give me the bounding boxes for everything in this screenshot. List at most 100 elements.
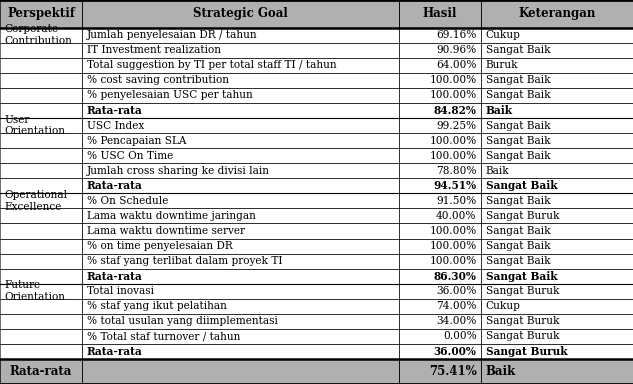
Bar	[0, 238, 82, 253]
Text: % Total staf turnover / tahun: % Total staf turnover / tahun	[87, 331, 240, 341]
Bar	[82, 178, 399, 194]
Bar	[0, 148, 82, 163]
Text: 100.00%: 100.00%	[429, 91, 477, 101]
Bar	[481, 209, 633, 223]
Bar	[399, 0, 481, 28]
Bar	[399, 103, 481, 118]
Text: 84.82%: 84.82%	[434, 105, 477, 116]
Bar	[82, 209, 399, 223]
Text: 100.00%: 100.00%	[429, 241, 477, 251]
Bar	[0, 269, 82, 284]
Text: Future
Orientation: Future Orientation	[4, 280, 65, 302]
Bar	[399, 133, 481, 148]
Text: 91.50%: 91.50%	[436, 196, 477, 206]
Bar	[82, 299, 399, 314]
Bar	[481, 73, 633, 88]
Text: % total usulan yang diimplementasi: % total usulan yang diimplementasi	[87, 316, 278, 326]
Bar	[481, 359, 633, 384]
Bar	[82, 223, 399, 238]
Bar	[481, 43, 633, 58]
Bar	[481, 88, 633, 103]
Bar	[82, 73, 399, 88]
Bar	[0, 103, 82, 118]
Text: % on time penyelesaian DR: % on time penyelesaian DR	[87, 241, 232, 251]
Bar	[0, 58, 82, 73]
Bar	[82, 223, 399, 238]
Bar	[0, 329, 82, 344]
Bar	[82, 314, 399, 329]
Bar	[0, 0, 82, 28]
Bar	[481, 238, 633, 253]
Bar	[399, 118, 481, 133]
Bar	[0, 269, 82, 284]
Bar	[399, 148, 481, 163]
Text: % On Schedule: % On Schedule	[87, 196, 168, 206]
Bar	[399, 43, 481, 58]
Bar	[0, 58, 82, 73]
Bar	[82, 238, 399, 253]
Text: 64.00%: 64.00%	[436, 60, 477, 70]
Bar	[82, 209, 399, 223]
Text: 99.25%: 99.25%	[437, 121, 477, 131]
Bar	[399, 194, 481, 209]
Bar	[0, 194, 82, 209]
Bar	[481, 209, 633, 223]
Bar	[82, 329, 399, 344]
Bar	[82, 0, 399, 28]
Bar	[399, 329, 481, 344]
Bar	[481, 148, 633, 163]
Bar	[82, 329, 399, 344]
Text: Sangat Baik: Sangat Baik	[486, 45, 550, 55]
Text: Total inovasi: Total inovasi	[87, 286, 154, 296]
Bar	[399, 178, 481, 194]
Bar	[399, 133, 481, 148]
Bar	[399, 58, 481, 73]
Bar	[399, 299, 481, 314]
Text: Jumlah cross sharing ke divisi lain: Jumlah cross sharing ke divisi lain	[87, 166, 270, 176]
Bar	[82, 238, 399, 253]
Bar	[481, 269, 633, 284]
Text: USC Index: USC Index	[87, 121, 144, 131]
Bar	[0, 178, 82, 194]
Bar	[82, 103, 399, 118]
Text: Keterangan: Keterangan	[518, 7, 596, 20]
Bar	[0, 359, 82, 384]
Text: Lama waktu downtime server: Lama waktu downtime server	[87, 226, 245, 236]
Bar	[399, 209, 481, 223]
Bar	[82, 88, 399, 103]
Bar	[0, 73, 82, 88]
Bar	[399, 359, 481, 384]
Bar	[0, 118, 82, 133]
Text: Rata-rata: Rata-rata	[87, 271, 142, 282]
Bar	[0, 28, 82, 43]
Text: 0.00%: 0.00%	[443, 331, 477, 341]
Bar	[399, 284, 481, 299]
Text: IT Investment realization: IT Investment realization	[87, 45, 221, 55]
Text: Baik: Baik	[486, 166, 510, 176]
Bar	[399, 43, 481, 58]
Bar	[0, 28, 82, 43]
Bar	[0, 194, 82, 209]
Bar	[481, 58, 633, 73]
Bar	[0, 299, 82, 314]
Bar	[82, 284, 399, 299]
Bar	[0, 359, 82, 384]
Text: Hasil: Hasil	[423, 7, 457, 20]
Text: 100.00%: 100.00%	[429, 151, 477, 161]
Text: % cost saving contribution: % cost saving contribution	[87, 75, 229, 85]
Bar	[399, 28, 481, 43]
Bar	[481, 88, 633, 103]
Bar	[82, 194, 399, 209]
Text: Lama waktu downtime jaringan: Lama waktu downtime jaringan	[87, 211, 256, 221]
Bar	[0, 133, 82, 148]
Bar	[481, 103, 633, 118]
Bar	[0, 73, 82, 88]
Bar	[399, 238, 481, 253]
Text: Sangat Baik: Sangat Baik	[486, 91, 550, 101]
Bar	[399, 148, 481, 163]
Bar	[82, 73, 399, 88]
Bar	[0, 88, 82, 103]
Text: 100.00%: 100.00%	[429, 136, 477, 146]
Bar	[481, 118, 633, 133]
Bar	[0, 223, 82, 238]
